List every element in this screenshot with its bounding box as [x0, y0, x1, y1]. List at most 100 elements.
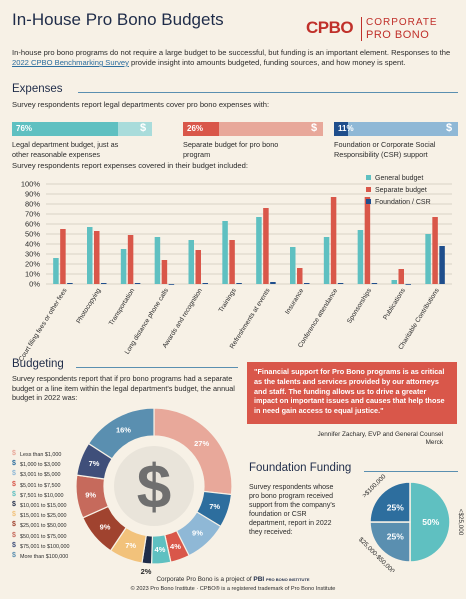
bar — [330, 197, 337, 284]
bar — [94, 231, 100, 284]
donut-label: 2% — [141, 567, 152, 576]
legend-swatch — [366, 199, 371, 204]
bar — [236, 283, 242, 284]
x-tick-label: Awards and recognition — [162, 287, 205, 349]
donut-label: 7% — [89, 459, 100, 468]
quote-attribution: Jennifer Zachary, EVP and General Counse… — [247, 431, 443, 447]
x-tick-label: Sponsorships — [346, 287, 373, 325]
legend-swatch — [366, 175, 371, 180]
coverage-bar-1: 26% $ — [183, 122, 323, 136]
x-tick-label: Conference attendance — [297, 287, 339, 349]
dollar-icon: $ — [12, 531, 16, 539]
pie-slice — [369, 521, 411, 563]
legend-label: More than $100,000 — [20, 554, 69, 560]
foundation-pie-chart: 50%25%25%<$25,000$25,000-$50,000>$100,00… — [357, 473, 464, 572]
bar — [154, 237, 161, 284]
x-tick-label: Refreshments at events — [229, 287, 272, 350]
bar — [270, 282, 276, 284]
quote-text: "Financial support for Pro Bono programs… — [254, 367, 445, 416]
foundation-rule — [364, 471, 458, 472]
dollar-icon: $ — [137, 453, 171, 522]
foundation-heading: Foundation Funding — [249, 462, 352, 474]
bar — [439, 246, 445, 284]
header: In-House Pro Bono Budgets CPBO CORPORATE… — [0, 0, 466, 44]
bar — [127, 235, 134, 284]
x-tick-label: Photocopying — [75, 287, 102, 325]
dollar-icon: $ — [12, 460, 16, 468]
pie-slice — [369, 481, 411, 523]
dollar-icon: $ — [12, 450, 16, 457]
y-tick-label: 0% — [29, 280, 40, 289]
coverage-pct: 26% — [187, 124, 204, 133]
bar — [87, 227, 93, 284]
dollar-icon: $ — [140, 122, 147, 134]
coverage-bar-fill — [12, 122, 119, 136]
dollar-icon: $ — [12, 490, 16, 498]
coverage-bar-fill — [334, 122, 348, 136]
bar — [364, 197, 371, 284]
intro-text-after: provide insight into amounts budgeted, f… — [128, 58, 406, 67]
legend-swatch — [366, 187, 371, 192]
bar — [67, 283, 73, 284]
legend-label: $3,001 to $5,000 — [20, 472, 61, 479]
budgeting-rule — [76, 367, 238, 368]
coverage-bar-2: 11% $ — [334, 122, 458, 136]
dollar-icon: $ — [12, 501, 16, 508]
x-tick-label: Trainings — [218, 287, 239, 314]
bar — [425, 234, 431, 284]
footer-copyright: © 2023 Pro Bono Institute · CPBO® is a r… — [130, 586, 336, 592]
bar — [229, 240, 235, 284]
legend-label: Foundation / CSR — [375, 199, 431, 206]
bar — [188, 240, 194, 284]
expenses-bar-chart: 0%10%20%30%40%50%60%70%80%90%100% Court f… — [18, 175, 452, 363]
bar — [256, 217, 262, 284]
footer-project: Corporate Pro Bono is a project of PBI P… — [0, 576, 466, 583]
y-tick-label: 70% — [25, 210, 40, 219]
pie-value-label: 25% — [387, 532, 404, 542]
donut-label: 7% — [209, 502, 220, 511]
y-tick-label: 20% — [25, 260, 40, 269]
dollar-icon: $ — [12, 541, 16, 549]
x-tick-label: Court filing fees or other fees — [18, 287, 69, 363]
coverage-label: Foundation or Corporate Social Responsib… — [334, 140, 436, 159]
x-tick-label: Publications — [382, 287, 407, 321]
legend-label: $5,001 to $7,500 — [20, 482, 61, 489]
x-tick-label: Transportation — [108, 287, 137, 327]
legend-label: $50,001 to $75,000 — [20, 533, 67, 540]
bar — [134, 283, 141, 284]
legend-label: General budget — [375, 175, 423, 182]
bar — [263, 208, 269, 284]
coverage-bar-fill — [183, 122, 220, 136]
dollar-icon: $ — [12, 552, 16, 559]
pie-category-label: <$25,000 — [457, 509, 464, 536]
cpbo-logo: CPBO — [306, 18, 354, 37]
dollar-icon: $ — [311, 122, 318, 134]
intro-text-before: In-house pro bono programs do not requir… — [12, 48, 451, 57]
legend-label: Separate budget — [375, 187, 427, 194]
donut-slice — [87, 407, 155, 460]
bar — [323, 237, 330, 284]
y-tick-label: 50% — [25, 230, 40, 239]
bar — [290, 247, 296, 284]
quote-org: Merck — [425, 439, 443, 446]
dollar-icon: $ — [12, 511, 16, 519]
bar — [195, 250, 201, 284]
benchmarking-survey-link[interactable]: 2022 CPBO Benchmarking Survey — [12, 58, 129, 67]
quote-box: "Financial support for Pro Bono programs… — [247, 362, 457, 424]
donut-label: 27% — [194, 439, 209, 448]
coverage-bar-0: 76% $ — [12, 122, 152, 136]
bar — [222, 221, 228, 284]
pie-value-label: 50% — [422, 517, 439, 527]
budgeting-text: Survey respondents report that if pro bo… — [12, 374, 235, 402]
bar — [405, 284, 411, 285]
donut-label: 7% — [125, 541, 136, 550]
donut-label: 9% — [85, 490, 96, 499]
footer-project-text: Corporate Pro Bono is a project of — [156, 576, 252, 583]
logo-divider — [361, 17, 362, 41]
y-tick-label: 30% — [25, 250, 40, 259]
dollar-icon: $ — [446, 122, 453, 134]
legend-label: $75,001 to $100,000 — [20, 543, 70, 550]
y-tick-label: 40% — [25, 240, 40, 249]
dollar-icon: $ — [12, 521, 16, 529]
donut-label: 16% — [116, 425, 131, 434]
